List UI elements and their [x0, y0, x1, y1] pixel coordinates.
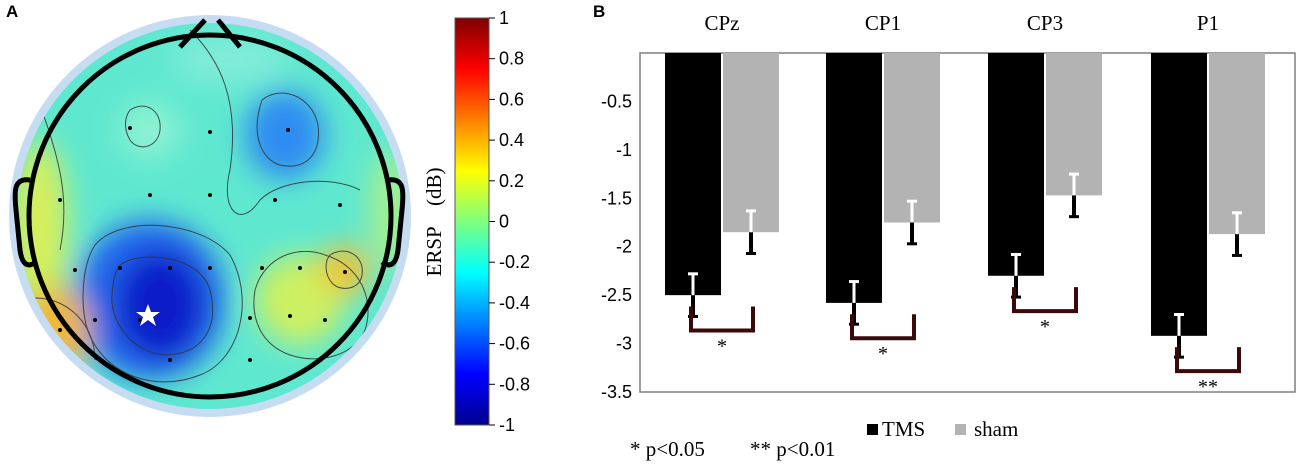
panel-a-label: A: [6, 2, 18, 21]
nose-icon: [178, 18, 242, 49]
category-label: CP3: [1027, 11, 1063, 35]
bar-tms: [988, 53, 1044, 276]
significance-bracket: [1012, 287, 1078, 314]
bar-sham: [723, 53, 779, 233]
significance-label: *: [878, 343, 888, 365]
colorbar-gradient: [454, 17, 490, 426]
right-ear-icon: [380, 177, 406, 268]
colorbar-tick-label: -0.4: [499, 293, 530, 313]
category-label: CPz: [704, 11, 739, 35]
y-tick-label: -1.5: [601, 188, 632, 208]
colorbar-tick-label: 0: [499, 212, 509, 232]
bar-chart: -0.5-1-1.5-2-2.5-3-3.5 CPz CP1 CP3 P1 * ****: [601, 11, 1296, 402]
significance-label: *: [1040, 316, 1050, 338]
star-icon: [136, 304, 160, 326]
significance-bracket: [1175, 347, 1241, 374]
head-outline: [26, 32, 394, 400]
significance-label: *: [717, 335, 727, 357]
colorbar-tick-label: 0.8: [499, 49, 524, 69]
significance-bracket: [689, 306, 755, 333]
head-halo: [9, 15, 411, 417]
colorbar-tick-label: 0.2: [499, 171, 524, 191]
legend: TMS sham: [867, 417, 1018, 441]
colorbar-tick-label: -1: [499, 415, 515, 435]
legend-swatch-sham: [955, 424, 966, 435]
y-tick-label: -0.5: [601, 91, 632, 111]
y-tick-label: -3: [616, 334, 632, 354]
y-tick-label: -3.5: [601, 382, 632, 402]
panel-b-label: B: [593, 2, 605, 21]
plot-frame: [639, 52, 1296, 393]
left-ear-icon: [12, 177, 38, 268]
category-label: CP1: [865, 11, 901, 35]
colorbar-title: ERSP (dB): [422, 168, 446, 277]
colorbar: ERSP (dB) 1 0.8 0.6 0.4 0.2 0 -0.2 -0.4 -0.6 -0.8…: [422, 8, 530, 435]
category-label: P1: [1197, 11, 1219, 35]
bar-sham: [1046, 53, 1102, 196]
colorbar-tick-label: 0.4: [499, 130, 524, 150]
bar-sham: [1209, 53, 1265, 235]
y-tick-label: -2: [616, 237, 632, 257]
footnote-p05: * p<0.05: [630, 437, 705, 461]
topographic-map: [9, 15, 411, 417]
footnote-p01: ** p<0.01: [750, 437, 835, 461]
legend-label-sham: sham: [974, 417, 1018, 441]
bar-tms: [826, 53, 882, 303]
colorbar-tick-label: 0.6: [499, 89, 524, 109]
colorbar-tick-label: -0.8: [499, 374, 530, 394]
bar-sham: [884, 53, 940, 223]
significance-label: **: [1198, 376, 1218, 398]
bar-tms: [1151, 53, 1207, 336]
colorbar-tick-label: -0.6: [499, 334, 530, 354]
bar-tms: [665, 53, 721, 296]
colorbar-tick-label: -0.2: [499, 252, 530, 272]
significance-bracket: [850, 314, 916, 341]
legend-swatch-tms: [867, 424, 878, 435]
legend-label-tms: TMS: [882, 417, 925, 441]
y-tick-label: -2.5: [601, 285, 632, 305]
y-tick-label: -1: [616, 140, 632, 160]
colorbar-tick-label: 1: [499, 8, 509, 28]
